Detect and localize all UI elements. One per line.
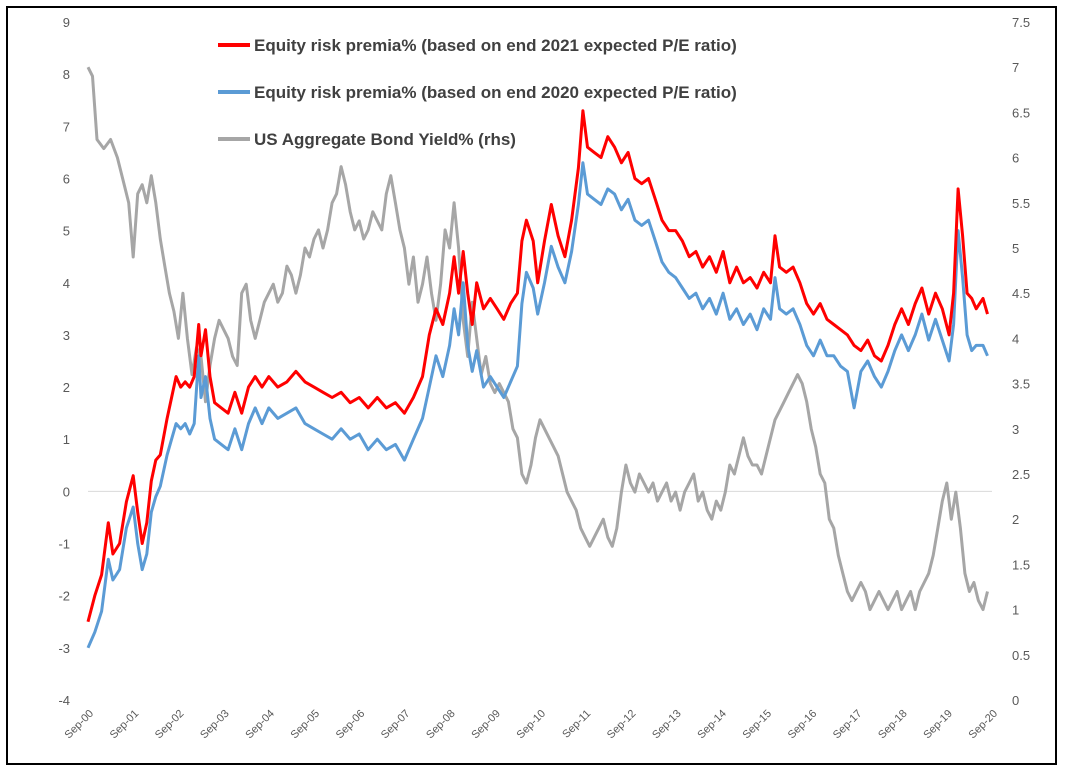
series-line-2 (86, 161, 989, 649)
x-tick-label: Sep-04 (243, 708, 277, 742)
x-tick-label: Sep-13 (650, 708, 684, 742)
chart-frame: -4 -3 -2 -1 0 1 2 3 4 5 6 7 8 9 0 0.5 1 1.5 2 2.5 3 3.5 4 4.5 5… (6, 6, 1057, 765)
y-right-tick-label: 5 (1012, 241, 1019, 256)
y-left-tick-label: 6 (63, 171, 70, 186)
y-left-tick-label: 0 (63, 484, 70, 499)
y-left-tick-label: 7 (63, 119, 70, 134)
y-right-tick-label: 0.5 (1012, 648, 1030, 663)
y-left-tick-label: -1 (58, 537, 70, 552)
series-line-1 (86, 109, 989, 623)
y-left-tick-label: 9 (63, 15, 70, 30)
x-tick-label: Sep-00 (63, 708, 97, 742)
x-tick-label: Sep-03 (198, 708, 232, 742)
x-tick-label: Sep-18 (876, 708, 910, 742)
x-tick-label: Sep-15 (741, 708, 775, 742)
x-tick-label: Sep-19 (921, 708, 955, 742)
y-right-tick-label: 2.5 (1012, 467, 1030, 482)
y-left-tick-label: -4 (58, 693, 70, 708)
x-tick-label: Sep-01 (108, 708, 142, 742)
x-tick-label: Sep-14 (695, 708, 729, 742)
y-right-tick-label: 0 (1012, 693, 1019, 708)
y-left-tick-label: 4 (63, 276, 70, 291)
y-left-tick-label: 8 (63, 67, 70, 82)
x-tick-label: Sep-12 (605, 708, 639, 742)
series-line-3 (86, 66, 989, 612)
line-chart: -4 -3 -2 -1 0 1 2 3 4 5 6 7 8 9 0 0.5 1 1.5 2 2.5 3 3.5 4 4.5 5… (58, 15, 1030, 742)
y-left-tick-label: 3 (63, 328, 70, 343)
x-tick-label: Sep-02 (153, 708, 187, 742)
x-tick-label: Sep-09 (469, 708, 503, 742)
y-right-tick-label: 4.5 (1012, 286, 1030, 301)
legend-label-3: US Aggregate Bond Yield% (rhs) (254, 130, 516, 149)
x-tick-label: Sep-07 (379, 708, 413, 742)
x-tick-label: Sep-16 (786, 708, 820, 742)
x-tick-label: Sep-06 (334, 708, 368, 742)
y-right-tick-label: 2 (1012, 512, 1019, 527)
y-left-tick-label: -2 (58, 589, 70, 604)
y-left-tick-label: 5 (63, 224, 70, 239)
y-right-tick-label: 4 (1012, 331, 1019, 346)
y-right-tick-label: 1 (1012, 603, 1019, 618)
y-left-tick-label: -3 (58, 641, 70, 656)
y-right-tick-label: 7 (1012, 60, 1019, 75)
x-tick-label: Sep-05 (289, 708, 323, 742)
y-right-tick-label: 3.5 (1012, 377, 1030, 392)
y-right-tick-label: 6 (1012, 151, 1019, 166)
x-tick-label: Sep-10 (515, 708, 549, 742)
legend-label-1: Equity risk premia% (based on end 2021 e… (254, 36, 737, 55)
y-right-tick-label: 7.5 (1012, 15, 1030, 30)
x-tick-label: Sep-08 (424, 708, 458, 742)
legend-label-2: Equity risk premia% (based on end 2020 e… (254, 83, 737, 102)
x-tick-label: Sep-17 (831, 708, 865, 742)
y-left-tick-label: 2 (63, 380, 70, 395)
x-tick-label: Sep-20 (967, 708, 1001, 742)
y-right-tick-label: 6.5 (1012, 105, 1030, 120)
y-right-tick-label: 1.5 (1012, 557, 1030, 572)
x-tick-label: Sep-11 (560, 708, 593, 741)
y-left-tick-label: 1 (63, 432, 70, 447)
y-right-tick-label: 5.5 (1012, 196, 1030, 211)
y-right-tick-label: 3 (1012, 422, 1019, 437)
